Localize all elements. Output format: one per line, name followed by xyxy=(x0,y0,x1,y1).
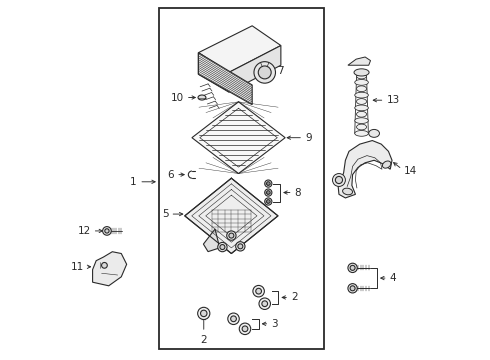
Circle shape xyxy=(228,313,239,324)
Polygon shape xyxy=(203,229,220,252)
Text: 3: 3 xyxy=(271,319,278,329)
Circle shape xyxy=(197,307,210,319)
Circle shape xyxy=(350,265,355,270)
Polygon shape xyxy=(348,57,370,65)
Circle shape xyxy=(265,198,272,205)
Circle shape xyxy=(102,226,111,235)
Circle shape xyxy=(229,233,234,238)
Ellipse shape xyxy=(343,188,352,195)
Ellipse shape xyxy=(355,118,368,123)
Text: 6: 6 xyxy=(168,170,174,180)
Ellipse shape xyxy=(355,105,368,111)
Circle shape xyxy=(265,180,272,187)
Circle shape xyxy=(239,323,251,334)
Circle shape xyxy=(254,62,275,83)
Circle shape xyxy=(218,242,227,252)
Ellipse shape xyxy=(357,86,367,92)
Ellipse shape xyxy=(357,111,367,117)
Circle shape xyxy=(258,66,271,79)
Ellipse shape xyxy=(357,124,367,130)
Circle shape xyxy=(335,176,343,184)
Circle shape xyxy=(267,191,270,194)
Text: 11: 11 xyxy=(71,262,84,272)
Circle shape xyxy=(253,285,265,297)
Circle shape xyxy=(238,244,243,249)
Text: 12: 12 xyxy=(77,226,91,236)
Polygon shape xyxy=(93,252,126,286)
Circle shape xyxy=(333,174,345,186)
Circle shape xyxy=(348,263,357,273)
Text: 1: 1 xyxy=(130,177,137,187)
Ellipse shape xyxy=(354,69,369,76)
Polygon shape xyxy=(192,102,285,174)
Circle shape xyxy=(267,182,270,185)
Ellipse shape xyxy=(198,95,206,100)
Text: 7: 7 xyxy=(277,66,284,76)
Bar xyxy=(159,8,324,348)
Circle shape xyxy=(101,262,107,268)
Circle shape xyxy=(256,288,262,294)
Circle shape xyxy=(242,326,248,332)
Circle shape xyxy=(265,189,272,196)
Ellipse shape xyxy=(355,131,368,136)
Text: 5: 5 xyxy=(162,209,169,219)
Text: 9: 9 xyxy=(305,133,312,143)
Polygon shape xyxy=(198,53,252,105)
Text: 4: 4 xyxy=(390,273,396,283)
Text: 13: 13 xyxy=(387,95,400,105)
Circle shape xyxy=(262,301,268,307)
Circle shape xyxy=(220,244,225,249)
Polygon shape xyxy=(338,140,392,198)
Circle shape xyxy=(350,286,355,291)
Text: 8: 8 xyxy=(294,188,301,198)
Ellipse shape xyxy=(355,92,368,98)
Polygon shape xyxy=(198,53,229,92)
Circle shape xyxy=(348,284,357,293)
Polygon shape xyxy=(229,45,281,92)
Text: 10: 10 xyxy=(171,93,184,103)
Circle shape xyxy=(236,242,245,251)
Ellipse shape xyxy=(383,161,391,168)
Circle shape xyxy=(259,298,270,310)
Polygon shape xyxy=(185,178,278,253)
Circle shape xyxy=(231,316,236,321)
Ellipse shape xyxy=(357,73,367,79)
Circle shape xyxy=(105,229,109,233)
Ellipse shape xyxy=(355,80,368,85)
Polygon shape xyxy=(198,26,281,72)
Ellipse shape xyxy=(357,99,367,104)
Text: 2: 2 xyxy=(200,335,207,345)
Circle shape xyxy=(200,310,207,317)
Ellipse shape xyxy=(368,130,379,137)
Text: 14: 14 xyxy=(403,166,417,176)
Circle shape xyxy=(227,231,236,240)
Circle shape xyxy=(267,200,270,203)
Text: 2: 2 xyxy=(291,292,297,302)
